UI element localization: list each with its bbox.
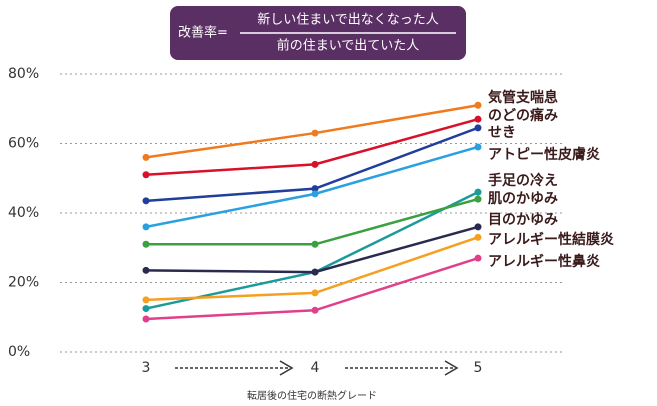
x-tick-label: 4: [311, 360, 320, 376]
series-line: [146, 197, 479, 246]
point: [311, 289, 319, 297]
point: [142, 153, 150, 161]
arrows: [175, 360, 459, 376]
point: [142, 315, 150, 323]
legend-label: アレルギー性結膜炎: [488, 231, 614, 248]
point: [474, 233, 482, 241]
formula-label: 改善率=: [178, 25, 228, 41]
formula-denominator: 前の住まいで出ていた人: [277, 38, 420, 54]
y-tick-label: 60%: [8, 136, 39, 152]
point: [474, 143, 482, 151]
formula-numerator: 新しい住まいで出なくなった人: [257, 12, 439, 28]
series-line: [145, 236, 479, 302]
point: [142, 240, 150, 248]
legend-label: アレルギー性鼻炎: [488, 253, 600, 270]
point: [474, 254, 482, 262]
point: [142, 305, 150, 313]
point: [311, 160, 319, 168]
y-tick-label: 40%: [8, 205, 39, 221]
point: [474, 188, 482, 196]
point: [311, 129, 319, 137]
legend-label: のどの痛み: [488, 107, 558, 124]
point: [142, 197, 150, 205]
point: [474, 101, 482, 109]
y-tick-label: 20%: [8, 275, 39, 291]
legend-label: 手足の冷え: [488, 172, 558, 189]
point: [142, 223, 150, 231]
x-axis-title: 転居後の住宅の断熱グレード: [247, 389, 377, 402]
point: [311, 240, 319, 248]
y-tick-label: 0%: [8, 344, 30, 360]
legend-label: アトピー性皮膚炎: [488, 146, 600, 163]
point: [142, 296, 150, 304]
legend-label: 肌のかゆみ: [488, 191, 558, 207]
point: [474, 124, 482, 132]
point: [311, 268, 319, 276]
point: [474, 195, 482, 203]
point: [311, 306, 319, 314]
x-tick-label: 3: [142, 360, 151, 376]
point: [311, 185, 319, 193]
legend-label: 気管支喘息: [488, 89, 558, 106]
y-tick-label: 80%: [8, 66, 39, 82]
series-line: [145, 191, 479, 310]
point: [311, 190, 319, 198]
point: [142, 171, 150, 179]
point: [142, 266, 150, 274]
legend-label: 目のかゆみ: [488, 212, 558, 228]
point: [474, 115, 482, 123]
legend-label: せき: [488, 125, 516, 141]
series-line: [145, 225, 479, 274]
point: [474, 223, 482, 231]
x-tick-label: 5: [474, 360, 483, 376]
